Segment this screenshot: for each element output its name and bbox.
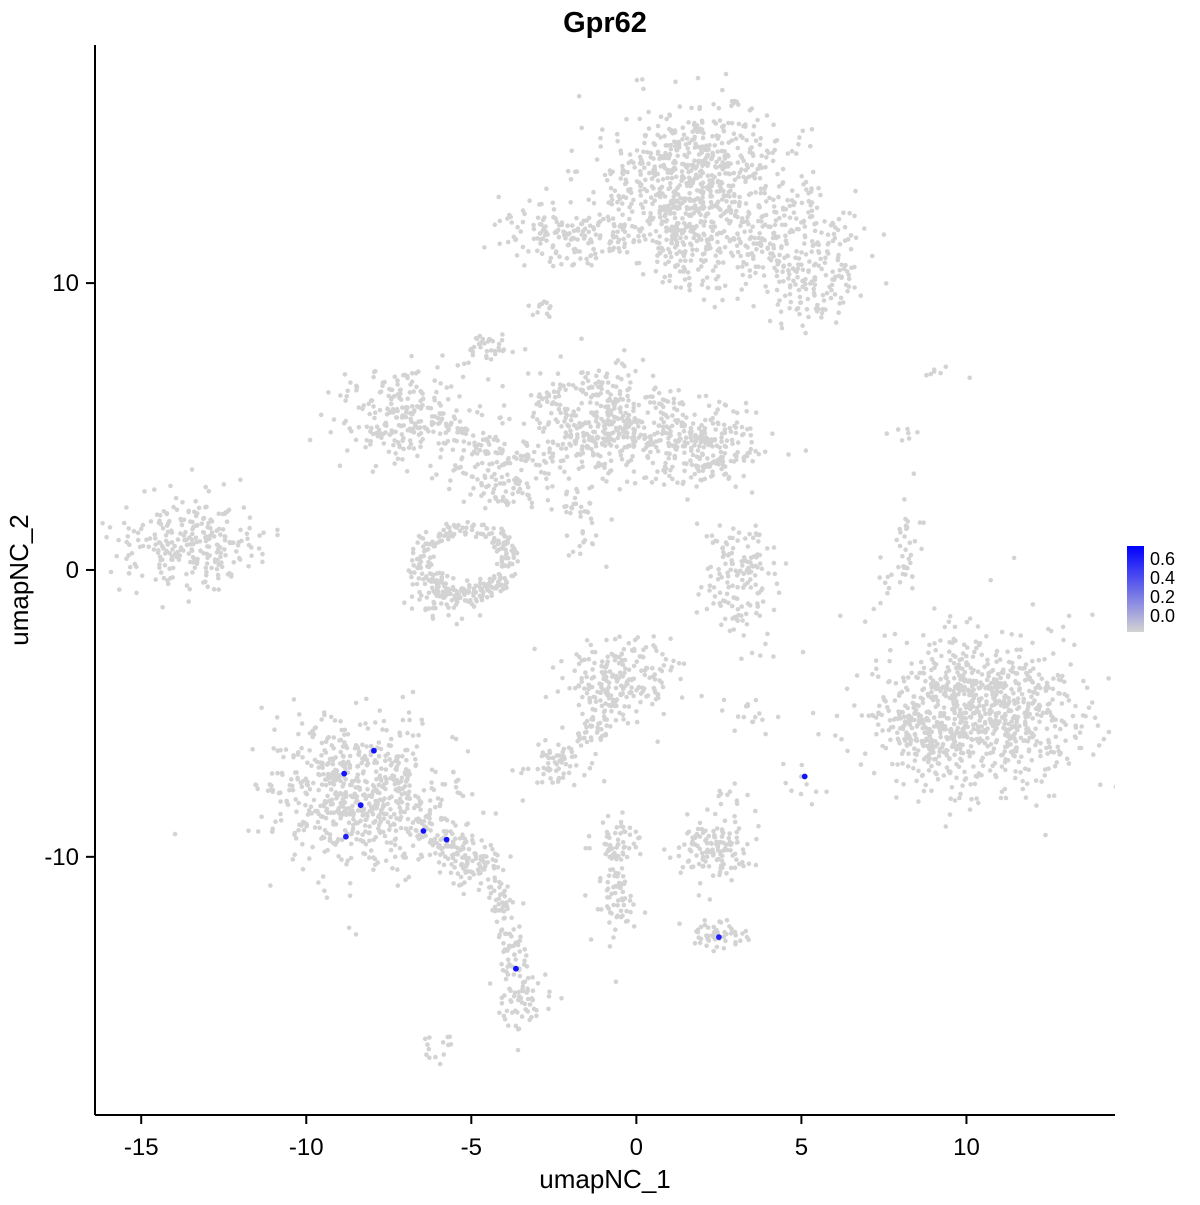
x-tick-label: 10 [953, 1134, 980, 1161]
x-tick-label: 5 [795, 1134, 808, 1161]
expressing-cell-point [444, 837, 450, 843]
expressing-cell-point [358, 802, 364, 808]
expressing-cell-point [341, 771, 347, 777]
legend-tick-label: 0.4 [1150, 568, 1175, 588]
legend-tick-label: 0.2 [1150, 587, 1175, 607]
y-tick-label: -10 [44, 844, 79, 871]
expressing-cell-point [343, 834, 349, 840]
expressing-cell-point [371, 748, 377, 754]
x-tick-label: 0 [630, 1134, 643, 1161]
x-tick-label: -10 [289, 1134, 324, 1161]
expressing-cell-point [513, 966, 519, 972]
legend-tick-label: 0.0 [1150, 606, 1175, 626]
y-tick-label: 10 [52, 270, 79, 297]
y-axis-label: umapNC_2 [4, 514, 34, 646]
expressing-cell-point [716, 934, 722, 940]
legend-tick-label: 0.6 [1150, 549, 1175, 569]
expressing-cell-point [421, 828, 427, 834]
expressing-cell-point [802, 774, 808, 780]
x-tick-label: -5 [461, 1134, 482, 1161]
plot-title: Gpr62 [563, 7, 647, 39]
legend-colorbar: 0.60.40.20.0 [1127, 546, 1175, 632]
y-tick-label: 0 [66, 557, 79, 584]
x-tick-label: -15 [124, 1134, 159, 1161]
legend-gradient-bar [1127, 546, 1144, 632]
x-axis-label: umapNC_1 [539, 1164, 671, 1194]
